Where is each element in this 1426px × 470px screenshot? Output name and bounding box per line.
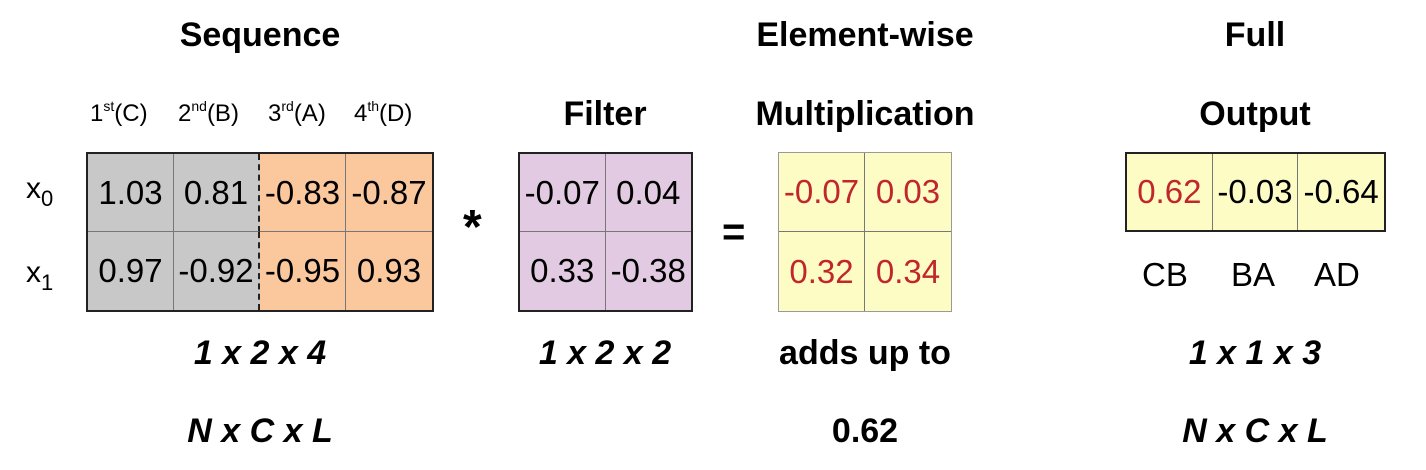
column-header-2: 2nd(B) (178, 98, 239, 127)
filter-cell: -0.38 (610, 252, 686, 289)
column-header-1: 1st(C) (90, 98, 148, 127)
multiplication-title-line2: Multiplication (755, 95, 975, 133)
output-matrix: 0.62 -0.03 -0.64 (1125, 152, 1386, 232)
sequence-matrix: 1.03 0.81 -0.83 -0.87 0.97 -0.92 -0.95 0… (86, 152, 434, 312)
sequence-cell: -0.95 (260, 232, 346, 310)
output-title-line1: Full (1224, 16, 1286, 54)
product-cell: -0.07 (779, 153, 865, 232)
product-cell: 0.03 (865, 153, 951, 232)
output-label-cb: CB (1142, 256, 1188, 293)
column-header-4: 4th(D) (354, 98, 413, 127)
sequence-shape: 1 x 2 x 4 (193, 334, 327, 372)
row-label-x1: x1 (26, 256, 54, 295)
sequence-title: Sequence (179, 16, 341, 54)
output-shape: 1 x 1 x 3 (1188, 334, 1322, 372)
output-cell: -0.03 (1213, 154, 1299, 230)
filter-shape: 1 x 2 x 2 (538, 334, 672, 372)
filter-cell: 0.04 (605, 154, 691, 232)
sequence-cell: 0.81 (174, 154, 260, 232)
filter-cell: 0.33 (520, 232, 606, 310)
sequence-shape-names: N x C x L (187, 412, 333, 450)
multiplication-title-line1: Element-wise (756, 16, 974, 54)
sequence-cell: -0.83 (260, 154, 346, 232)
output-shape-names: N x C x L (1182, 412, 1328, 450)
product-cell: 0.32 (779, 232, 865, 311)
output-cell: 0.62 (1127, 154, 1213, 230)
adds-up-to-caption: adds up to (779, 334, 951, 372)
sequence-cell: -0.87 (346, 154, 432, 232)
sum-value: 0.62 (831, 412, 899, 450)
convolution-operator: * (463, 201, 482, 254)
column-header-3: 3rd(A) (268, 98, 326, 127)
equals-operator: = (722, 210, 746, 254)
sequence-cell: 0.93 (346, 232, 432, 310)
output-label-ad: AD (1314, 256, 1360, 293)
filter-matrix: -0.07 0.04 0.33 -0.38 (518, 152, 693, 312)
filter-cell: -0.07 (520, 154, 606, 232)
product-cell: 0.34 (875, 252, 941, 290)
sequence-cell: 1.03 (88, 154, 174, 232)
multiplication-matrix: -0.07 0.03 0.32 0.34 (778, 152, 952, 312)
sequence-cell: -0.92 (174, 232, 260, 310)
output-cell: -0.64 (1303, 173, 1379, 210)
output-title-line2: Output (1199, 95, 1311, 133)
row-label-x0: x0 (26, 172, 54, 211)
filter-title: Filter (563, 95, 647, 133)
sequence-cell: 0.97 (88, 232, 174, 310)
output-label-ba: BA (1231, 256, 1276, 293)
